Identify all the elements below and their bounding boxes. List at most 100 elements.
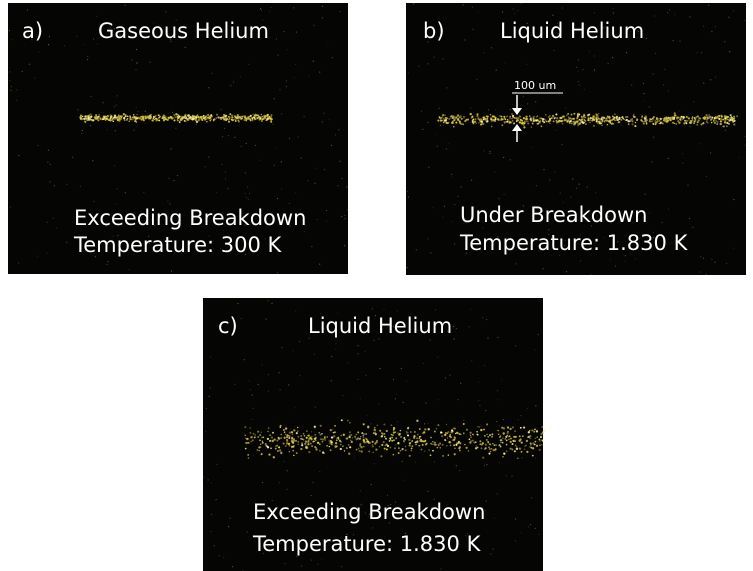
speckle	[332, 428, 334, 430]
speckle	[251, 418, 253, 421]
speckle	[652, 231, 655, 233]
speckle	[284, 433, 287, 436]
speckle	[489, 450, 492, 453]
speckle	[261, 441, 264, 444]
speckle	[282, 428, 286, 432]
speckle	[114, 116, 117, 119]
speckle	[288, 450, 291, 453]
speckle	[620, 124, 622, 126]
speckle	[498, 198, 500, 200]
speckle	[120, 115, 123, 118]
speckle	[173, 115, 176, 117]
speckle	[498, 115, 501, 117]
speckle	[651, 120, 653, 123]
speckle	[642, 122, 645, 125]
speckle	[733, 123, 736, 126]
speckle	[543, 429, 546, 432]
speckle	[244, 434, 246, 436]
speckle	[210, 118, 213, 121]
speckle	[406, 433, 408, 435]
speckle	[163, 116, 166, 119]
speckle	[153, 118, 156, 121]
speckle	[357, 345, 359, 347]
speckle	[536, 436, 538, 438]
speckle	[432, 504, 434, 506]
speckle	[303, 434, 306, 437]
speckle	[260, 113, 263, 116]
speckle	[270, 114, 273, 117]
speckle	[262, 552, 264, 555]
speckle	[512, 116, 515, 119]
speckle	[516, 446, 518, 448]
speckle	[703, 82, 705, 84]
speckle	[311, 431, 313, 433]
speckle	[500, 441, 502, 444]
speckle	[374, 315, 377, 317]
speckle	[454, 432, 457, 435]
speckle	[259, 159, 261, 161]
speckle	[364, 441, 367, 444]
speckle	[175, 127, 177, 130]
speckle	[413, 435, 416, 438]
speckle	[276, 272, 279, 274]
speckle	[190, 118, 192, 120]
speckle	[729, 114, 732, 117]
speckle	[365, 438, 368, 441]
speckle	[140, 115, 143, 118]
speckle	[246, 437, 249, 441]
speckle	[674, 114, 677, 117]
speckle	[579, 235, 581, 237]
speckle	[509, 427, 512, 431]
speckle	[710, 121, 713, 124]
speckle	[261, 364, 263, 366]
speckle	[607, 62, 609, 64]
speckle	[392, 453, 395, 456]
speckle	[561, 144, 563, 146]
speckle	[406, 427, 410, 430]
speckle	[425, 402, 427, 404]
speckle	[183, 120, 186, 122]
speckle	[714, 26, 716, 28]
speckle	[374, 429, 377, 431]
speckle	[517, 419, 519, 421]
speckle	[393, 439, 395, 442]
speckle	[705, 118, 709, 121]
speckle	[458, 116, 461, 119]
speckle	[286, 436, 288, 439]
speckle	[644, 115, 647, 118]
speckle	[337, 185, 339, 187]
speckle	[590, 273, 592, 275]
speckle	[288, 202, 290, 204]
speckle	[643, 93, 645, 95]
speckle	[342, 395, 344, 397]
speckle	[263, 116, 266, 118]
speckle	[623, 118, 626, 121]
speckle	[234, 116, 237, 118]
speckle	[395, 444, 397, 446]
speckle	[252, 113, 255, 116]
speckle	[643, 116, 646, 119]
speckle	[606, 115, 609, 118]
speckle	[181, 119, 183, 121]
speckle	[534, 440, 537, 443]
speckle	[560, 117, 563, 120]
speckle	[81, 235, 83, 237]
speckle	[243, 119, 246, 121]
speckle	[335, 445, 338, 448]
speckle	[729, 119, 732, 122]
speckle	[702, 116, 705, 119]
speckle	[648, 120, 652, 123]
speckle	[435, 133, 437, 135]
speckle	[293, 76, 295, 79]
speckle	[331, 57, 333, 59]
speckle	[667, 90, 670, 92]
speckle	[108, 118, 111, 121]
speckle	[368, 450, 371, 453]
speckle	[577, 59, 580, 61]
speckle	[453, 125, 455, 128]
speckle	[625, 119, 627, 121]
speckle	[556, 117, 559, 120]
speckle	[266, 114, 269, 117]
speckle	[96, 15, 98, 17]
speckle	[442, 121, 445, 124]
